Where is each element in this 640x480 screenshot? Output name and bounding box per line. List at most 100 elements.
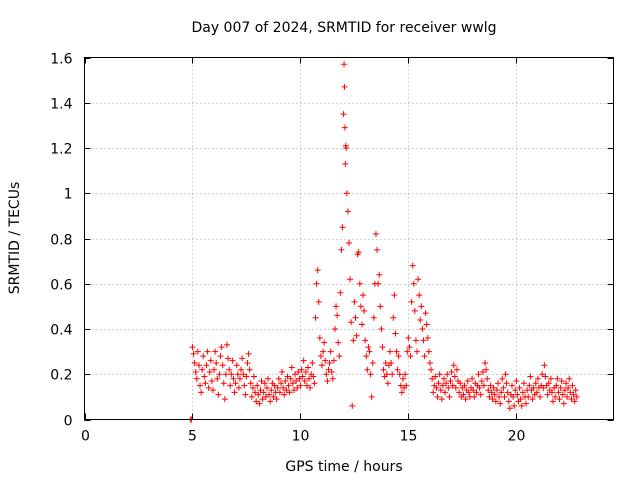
data-point <box>436 371 443 378</box>
data-point <box>424 335 431 342</box>
data-point <box>397 382 404 389</box>
data-point <box>519 389 526 396</box>
data-point <box>527 373 534 380</box>
data-point <box>324 378 331 385</box>
data-point <box>403 382 410 389</box>
data-point <box>396 371 403 378</box>
data-point <box>368 393 375 400</box>
data-point <box>361 307 368 314</box>
data-point <box>550 398 557 405</box>
data-point <box>255 391 262 398</box>
data-point <box>442 389 449 396</box>
y-tick-label: 1.4 <box>50 97 72 113</box>
data-point <box>288 364 295 371</box>
data-point <box>214 375 221 382</box>
data-point <box>415 276 422 283</box>
data-point <box>290 387 297 394</box>
data-point <box>231 389 238 396</box>
data-point <box>414 348 421 355</box>
data-point <box>319 362 326 369</box>
data-point <box>279 368 286 375</box>
data-point <box>379 344 386 351</box>
data-point <box>235 384 242 391</box>
data-point <box>203 362 210 369</box>
data-point <box>228 371 235 378</box>
data-point <box>405 335 412 342</box>
data-point <box>453 366 460 373</box>
data-point <box>461 382 468 389</box>
data-point <box>520 380 527 387</box>
data-point <box>444 371 451 378</box>
x-axis-label: GPS time / hours <box>285 459 402 475</box>
data-point <box>479 368 486 375</box>
y-tick-label: 0.2 <box>50 368 72 384</box>
data-point <box>337 289 344 296</box>
data-point <box>393 348 400 355</box>
data-point <box>369 359 376 366</box>
data-point <box>270 393 277 400</box>
data-point <box>245 350 252 357</box>
data-point <box>340 111 347 118</box>
data-point <box>259 396 266 403</box>
plot-frame <box>84 57 614 420</box>
y-tick-label: 0 <box>64 414 73 430</box>
data-point <box>303 382 310 389</box>
data-point <box>363 353 370 360</box>
data-point <box>346 240 352 247</box>
data-point <box>367 371 374 378</box>
grid-lines <box>84 57 614 420</box>
data-point <box>286 389 293 396</box>
data-point <box>516 384 523 391</box>
data-point <box>254 382 261 389</box>
data-point <box>344 208 351 215</box>
y-tick-label: 1 <box>64 187 73 203</box>
data-point <box>502 371 509 378</box>
data-point <box>238 366 245 373</box>
data-point <box>395 353 402 360</box>
data-point <box>336 353 343 360</box>
data-point <box>198 389 205 396</box>
data-point <box>473 389 480 396</box>
data-point <box>571 398 578 405</box>
data-point <box>555 389 562 396</box>
data-point <box>243 373 250 380</box>
data-point <box>544 391 551 398</box>
data-point <box>267 398 274 405</box>
data-point <box>230 375 237 382</box>
data-point <box>448 368 455 375</box>
data-point <box>540 384 547 391</box>
data-point <box>487 382 494 389</box>
data-point <box>433 384 440 391</box>
data-point <box>365 344 372 351</box>
data-point <box>462 396 469 403</box>
data-point <box>409 262 416 269</box>
data-point <box>289 380 296 387</box>
data-point <box>296 375 303 382</box>
data-point <box>560 400 567 407</box>
data-point <box>377 303 384 310</box>
data-point <box>192 368 199 375</box>
data-point <box>465 389 472 396</box>
data-point <box>437 387 444 394</box>
data-point <box>470 387 477 394</box>
data-point <box>411 307 418 314</box>
data-point <box>404 348 411 355</box>
data-point <box>323 371 330 378</box>
data-point <box>265 375 272 382</box>
data-point <box>420 337 427 344</box>
data-point <box>234 371 241 378</box>
data-point <box>489 396 496 403</box>
data-point <box>209 387 216 394</box>
data-point <box>199 366 206 373</box>
data-point <box>476 384 483 391</box>
data-point <box>277 380 284 387</box>
data-point <box>483 366 490 373</box>
data-point <box>514 391 521 398</box>
data-point <box>212 348 219 355</box>
data-point <box>457 380 464 387</box>
data-point <box>211 366 218 373</box>
data-point <box>491 391 498 398</box>
data-point <box>282 378 289 385</box>
data-point <box>376 271 383 278</box>
